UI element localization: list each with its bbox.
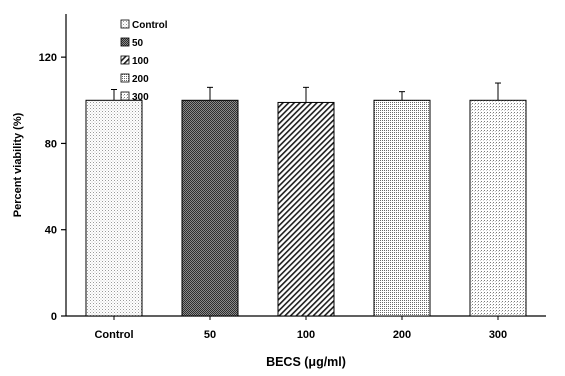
x-tick-group: Control 50 100 200 300	[94, 316, 507, 341]
legend-label-50: 50	[132, 38, 144, 49]
y-tick-group: 0 40 80 120	[39, 52, 66, 323]
y-tick-label: 80	[45, 138, 57, 150]
bar-200	[373, 99, 431, 317]
legend-swatch-100	[120, 55, 130, 65]
x-tick-label: 100	[297, 329, 315, 341]
legend: Control 50 100 200 300	[120, 19, 168, 103]
legend-swatch-50	[120, 37, 130, 47]
y-tick-label: 0	[51, 311, 57, 323]
bar-group	[85, 99, 527, 317]
x-axis-title: BECS (μg/ml)	[266, 355, 346, 369]
bar-100	[277, 101, 335, 317]
y-axis-title: Percent viability (%)	[12, 112, 24, 217]
legend-label-200: 200	[132, 74, 149, 85]
legend-label-300: 300	[132, 92, 149, 103]
legend-swatch-200	[120, 73, 130, 83]
x-tick-label: 300	[489, 329, 507, 341]
bar-control	[85, 99, 143, 317]
legend-label-100: 100	[132, 56, 149, 67]
x-tick-label: 50	[204, 329, 216, 341]
bar-300	[469, 99, 527, 317]
error-bar-group	[111, 82, 501, 103]
legend-swatch-300	[120, 91, 130, 101]
x-tick-label: 200	[393, 329, 411, 341]
y-tick-label: 40	[45, 225, 57, 237]
legend-label-control: Control	[132, 20, 168, 31]
y-tick-label: 120	[39, 52, 57, 64]
legend-swatch-control	[120, 19, 130, 29]
bar-50	[181, 99, 239, 317]
x-tick-label: Control	[94, 329, 133, 341]
